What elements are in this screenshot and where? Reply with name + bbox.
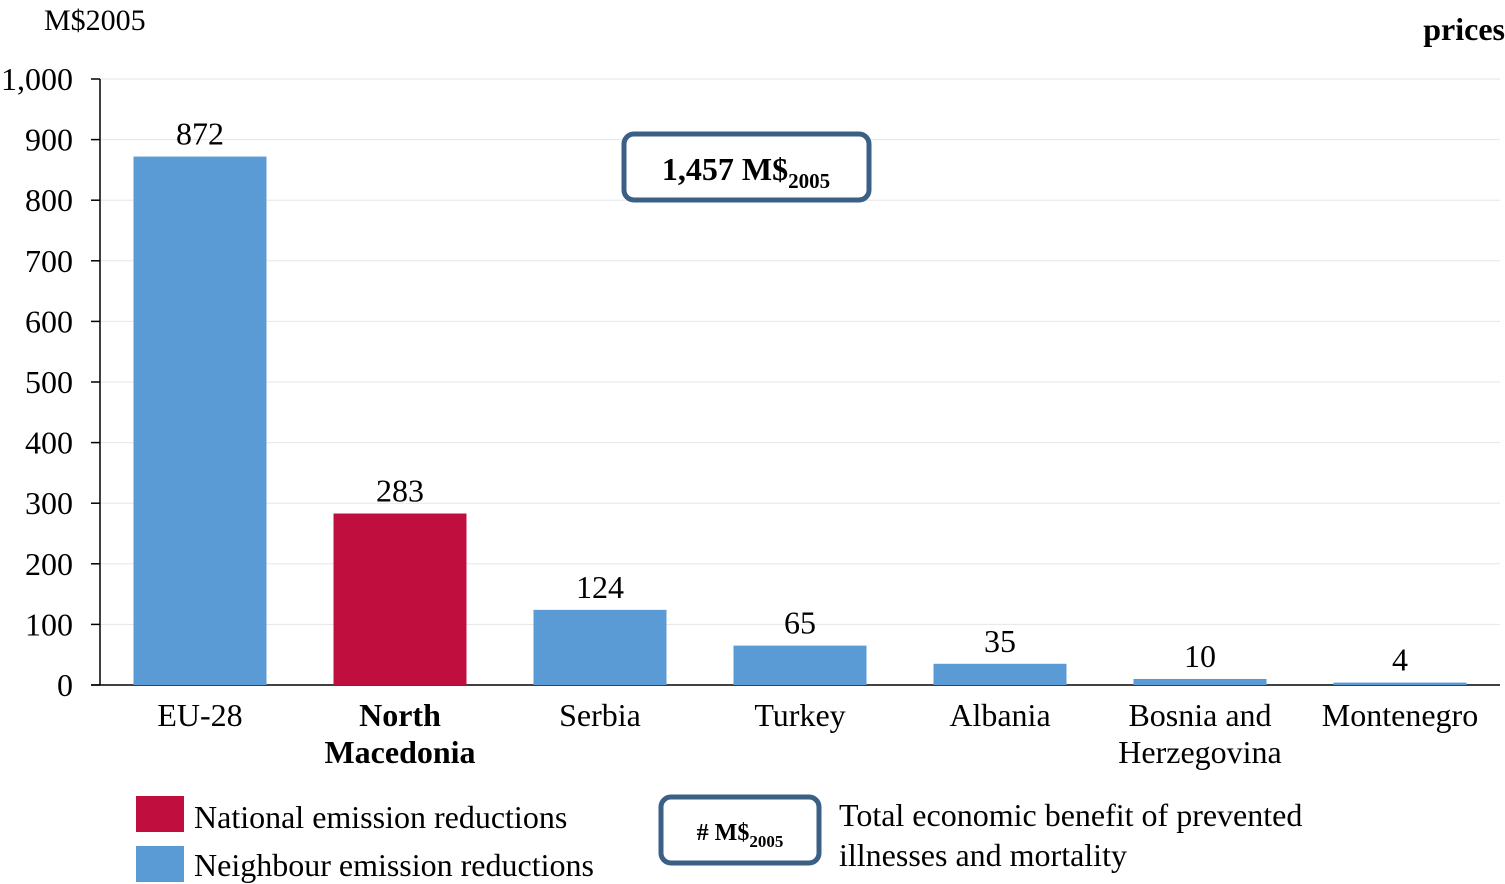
y-tick-label: 1,000 bbox=[1, 61, 73, 97]
total-callout: 1,457 M$2005 bbox=[621, 131, 872, 203]
value-label: 35 bbox=[984, 623, 1016, 659]
y-tick-label: 100 bbox=[25, 606, 73, 642]
x-tick-label: Macedonia bbox=[324, 734, 475, 770]
bar bbox=[933, 663, 1067, 685]
y-tick-label: 300 bbox=[25, 485, 73, 521]
y-tick-label: 700 bbox=[25, 243, 73, 279]
x-tick-label: Turkey bbox=[754, 697, 845, 733]
bar bbox=[533, 609, 667, 685]
svg-text:1,457 M$2005: 1,457 M$2005 bbox=[662, 151, 830, 193]
legend-total-frame bbox=[658, 794, 822, 866]
x-tick-label: Albania bbox=[949, 697, 1050, 733]
y-tick-label: 500 bbox=[25, 364, 73, 400]
value-label: 4 bbox=[1392, 642, 1408, 678]
value-label: 283 bbox=[376, 473, 424, 509]
x-tick-label: Montenegro bbox=[1322, 697, 1478, 733]
total-value: 1,457 M$ bbox=[662, 151, 788, 187]
x-tick-label: Bosnia and bbox=[1128, 697, 1271, 733]
unit-label: M$2005 bbox=[44, 4, 146, 37]
value-label: 65 bbox=[784, 605, 816, 641]
x-tick-label: North bbox=[359, 697, 441, 733]
y-tick-label: 400 bbox=[25, 425, 73, 461]
bar bbox=[333, 513, 467, 685]
bar bbox=[1333, 682, 1467, 685]
bars bbox=[133, 156, 1467, 685]
value-label: 124 bbox=[576, 569, 624, 605]
x-tick-label: Serbia bbox=[559, 697, 641, 733]
title-fragment: prices bbox=[1423, 11, 1505, 47]
value-label: 10 bbox=[1184, 638, 1216, 674]
legend-total-line-2: illnesses and mortality bbox=[839, 837, 1127, 873]
total-callout-frame bbox=[621, 131, 872, 203]
y-tick-label: 0 bbox=[57, 667, 73, 703]
bar bbox=[1133, 678, 1267, 685]
bar bbox=[133, 156, 267, 685]
x-tick-label: Herzegovina bbox=[1118, 734, 1281, 770]
legend-label-national: National emission reductions bbox=[194, 799, 567, 835]
value-labels: 872 283 124 65 35 10 4 bbox=[176, 116, 1408, 678]
value-label: 872 bbox=[176, 116, 224, 152]
y-tick-label: 900 bbox=[25, 122, 73, 158]
y-axis: 0 100 200 300 400 500 600 700 800 900 1,000 bbox=[1, 61, 1500, 703]
legend: National emission reductions Neighbour e… bbox=[136, 794, 1302, 883]
legend-label-neighbour: Neighbour emission reductions bbox=[194, 847, 594, 883]
svg-text:# M$2005: # M$2005 bbox=[697, 820, 784, 851]
bar bbox=[733, 645, 867, 685]
y-tick-label: 600 bbox=[25, 303, 73, 339]
y-tick-label: 800 bbox=[25, 182, 73, 218]
x-tick-label: EU-28 bbox=[157, 697, 242, 733]
legend-swatch-national bbox=[136, 796, 184, 832]
y-tick-label: 200 bbox=[25, 546, 73, 582]
legend-total-symbol: # M$ bbox=[697, 820, 750, 846]
legend-swatch-neighbour bbox=[136, 846, 184, 882]
total-subscript: 2005 bbox=[788, 169, 830, 193]
legend-total-subscript: 2005 bbox=[749, 832, 783, 851]
legend-total-line-1: Total economic benefit of prevented bbox=[839, 797, 1302, 833]
